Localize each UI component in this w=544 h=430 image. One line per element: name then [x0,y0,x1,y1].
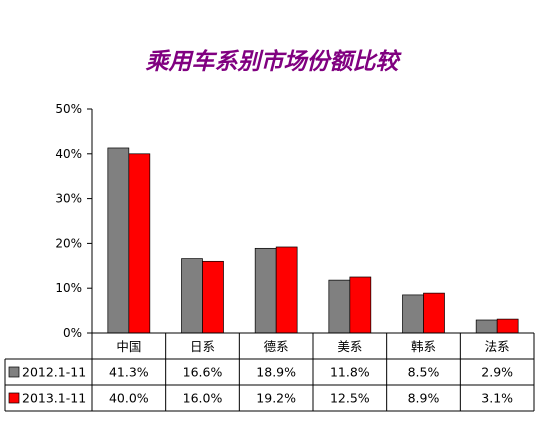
y-tick-label: 40% [55,147,82,161]
bar [202,260,224,334]
x-tick-label: 日系 [190,339,215,354]
bar [402,294,424,334]
chart-title: 乘用车系别市场份额比较 [145,49,399,75]
data-label: 19.2% [256,391,296,406]
legend-key [8,392,20,404]
data-label: 18.9% [256,365,296,380]
data-label: 16.0% [183,391,223,406]
x-tick-label: 韩系 [411,339,436,354]
x-tick-label: 中国 [116,339,141,354]
data-label: 12.5% [330,391,370,406]
bar [496,318,519,334]
y-tick-label: 10% [55,281,82,295]
data-label: 8.9% [408,391,440,406]
bar [128,153,151,334]
bar [181,258,203,334]
bar [107,147,130,334]
data-label: 2.9% [481,365,513,380]
data-table: 中国 日系 德系 美系 韩系 法系 2012.1-11 41.3% 16.6% 18.9% 11.8… [4,332,535,412]
legend-key [8,366,20,378]
data-label: 41.3% [109,365,149,380]
legend-label: 2012.1-11 [22,365,86,380]
bar [475,319,498,334]
bar [349,276,372,334]
data-label: 40.0% [109,391,149,406]
x-tick-label: 德系 [264,339,289,354]
bar-layer [107,147,519,334]
axis-layer: 0% 10% 20% 30% 40% 50% [55,102,93,340]
y-tick-label: 0% [63,326,82,340]
data-label: 16.6% [183,365,223,380]
y-tick-label: 30% [55,192,82,206]
legend-label: 2013.1-11 [22,391,86,406]
data-label: 3.1% [481,391,513,406]
bar [423,292,445,334]
y-tick-label: 50% [55,102,82,116]
y-tick-label: 20% [55,236,82,250]
x-tick-label: 法系 [485,339,510,354]
data-label: 8.5% [408,365,440,380]
bar [254,247,277,334]
data-label: 11.8% [330,365,370,380]
bar [328,279,351,334]
bar [275,246,298,334]
x-tick-label: 美系 [337,339,362,354]
